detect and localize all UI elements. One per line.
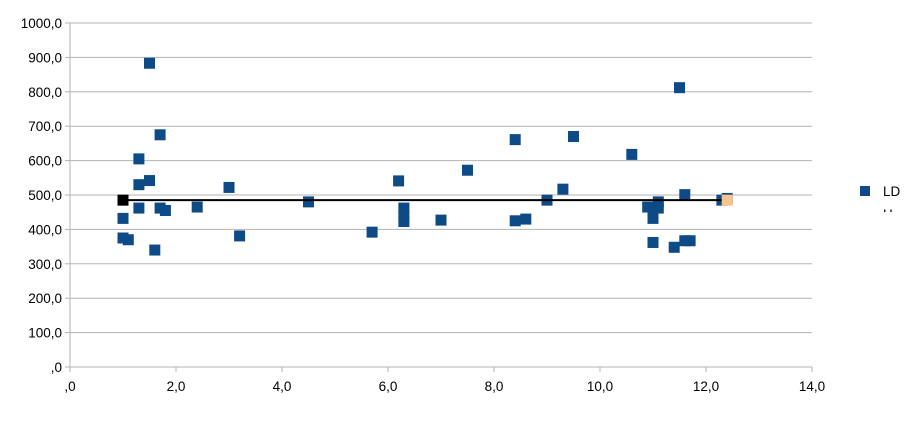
data-point (684, 235, 696, 247)
data-point (398, 215, 410, 227)
data-point (557, 183, 569, 195)
y-tick-label: 700,0 (28, 119, 62, 134)
y-tick-label: 1000,0 (21, 16, 62, 31)
data-point (149, 244, 161, 256)
data-point (568, 131, 579, 143)
line-end-marker (721, 194, 733, 206)
data-point (462, 164, 473, 176)
y-tick-label: 600,0 (28, 154, 62, 169)
x-tick-label: 8,0 (485, 379, 504, 394)
data-point (223, 181, 235, 193)
y-tick-label: 800,0 (28, 85, 62, 100)
y-tick-label: 500,0 (28, 188, 62, 203)
legend-label-h: H (883, 207, 893, 222)
x-tick-label: ,0 (64, 379, 75, 394)
data-point (679, 189, 691, 201)
legend-marker-ld (860, 186, 870, 196)
x-tick-label: 6,0 (379, 379, 398, 394)
legend-label-ld: LD (883, 184, 901, 199)
data-point (398, 210, 410, 222)
y-tick-label: 400,0 (28, 222, 62, 237)
data-point (435, 214, 447, 226)
data-point (159, 204, 171, 216)
y-tick-label: 900,0 (28, 50, 62, 65)
x-tick-label: 2,0 (167, 379, 186, 394)
data-point (668, 241, 680, 253)
gridlines (70, 22, 812, 334)
y-tick-label: 300,0 (28, 257, 62, 272)
line-start-marker (117, 194, 129, 206)
data-point (652, 196, 664, 208)
data-point (509, 215, 521, 227)
data-point (303, 196, 314, 208)
data-point (144, 175, 155, 187)
x-tick-label: 10,0 (587, 379, 613, 394)
data-point (398, 202, 410, 214)
data-point (520, 213, 532, 225)
data-point (674, 82, 685, 94)
data-point (393, 175, 405, 187)
data-point (191, 201, 203, 213)
data-point (509, 134, 521, 146)
x-tick-label: 12,0 (693, 379, 719, 394)
data-point (652, 202, 664, 214)
data-point (144, 57, 155, 69)
legend: LD H (860, 184, 901, 222)
x-tick-label: 4,0 (273, 379, 292, 394)
data-point (117, 212, 129, 224)
data-point (626, 148, 638, 160)
data-point (133, 179, 145, 191)
data-point (122, 234, 134, 246)
data-point (133, 202, 145, 214)
data-point (154, 129, 166, 141)
data-point (366, 226, 378, 238)
x-tick-label: 14,0 (799, 379, 825, 394)
plot-area (117, 57, 733, 256)
axes: ,0 100,0 200,0 300,0 400,0 500,0 600,0 700,0 800… (21, 16, 825, 394)
data-point (647, 236, 659, 248)
data-point (234, 230, 246, 242)
y-tick-label: ,0 (51, 360, 62, 375)
y-tick-label: 200,0 (28, 291, 62, 306)
y-tick-label: 100,0 (28, 326, 62, 341)
data-point (133, 153, 145, 165)
data-point (647, 212, 659, 224)
